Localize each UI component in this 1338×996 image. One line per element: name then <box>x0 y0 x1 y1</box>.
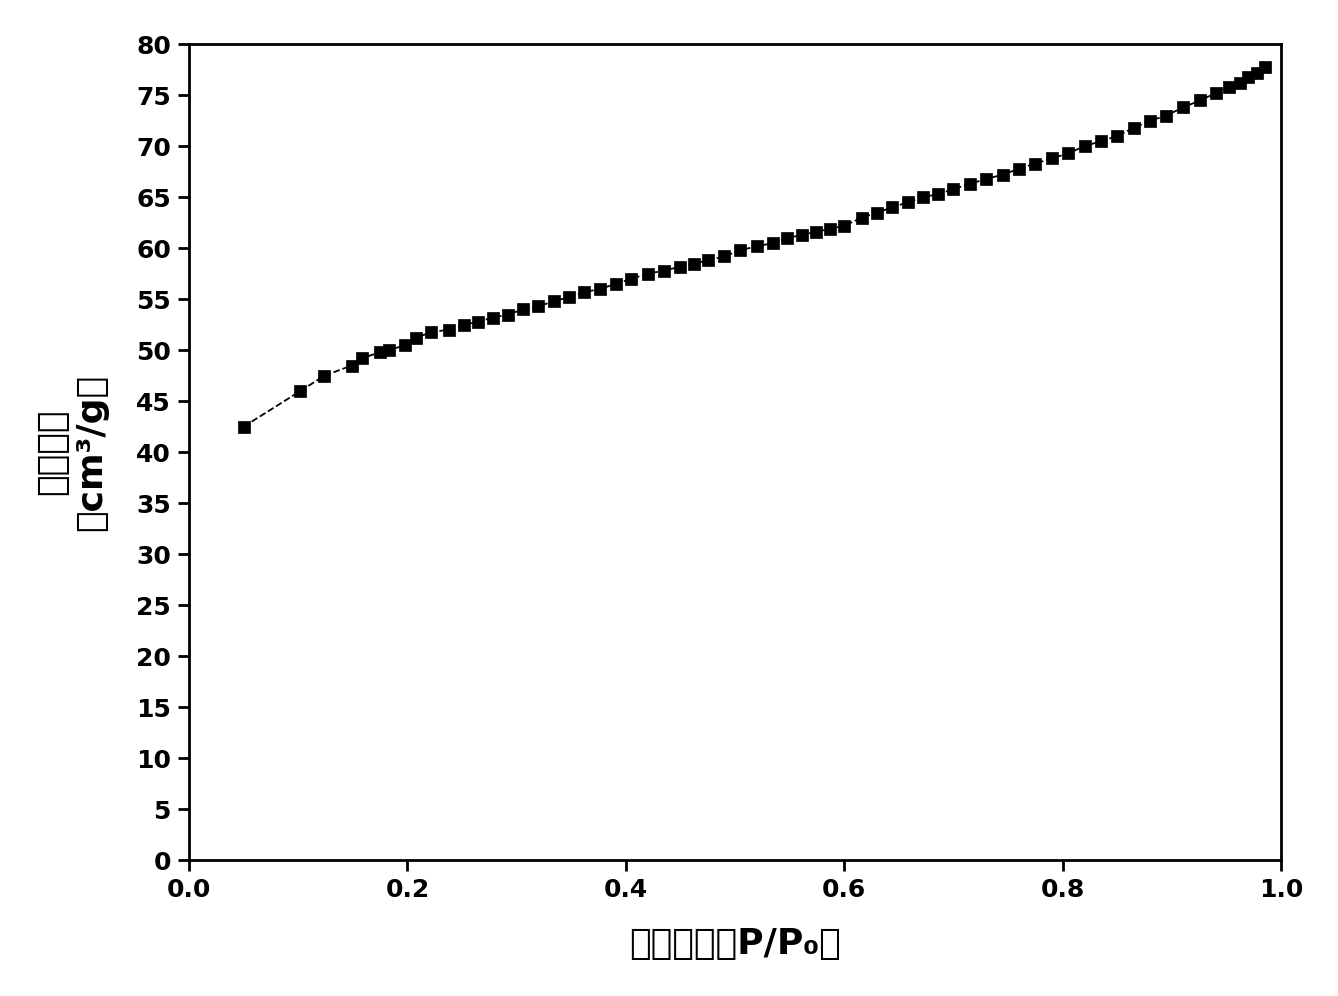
Y-axis label: 吸附体积
（cm³/g）: 吸附体积 （cm³/g） <box>35 374 108 531</box>
X-axis label: 相对压力（P/P₀）: 相对压力（P/P₀） <box>629 927 840 961</box>
